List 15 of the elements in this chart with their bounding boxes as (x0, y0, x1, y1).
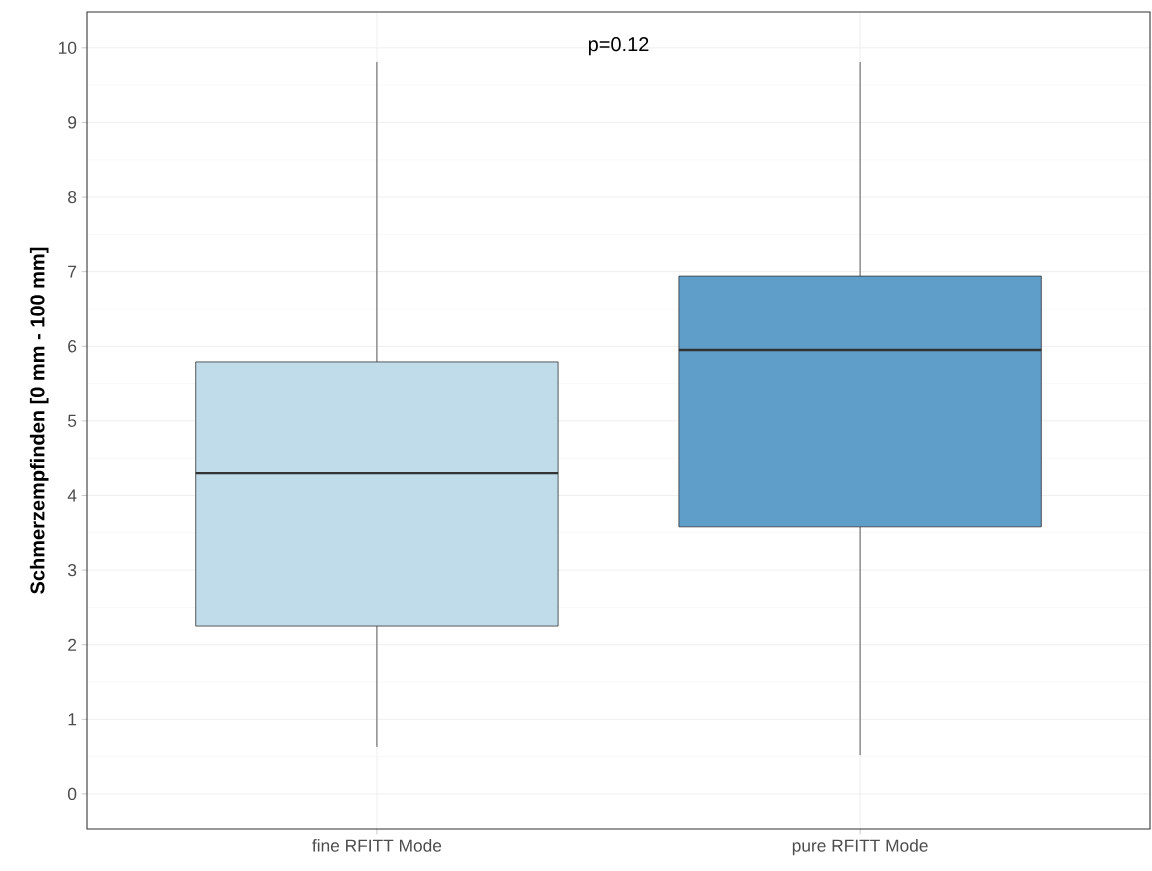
y-tick-label: 0 (67, 787, 77, 801)
y-tick-label: 3 (67, 563, 77, 577)
y-tick-label: 5 (68, 414, 77, 427)
y-axis-title: Schmerzempfinden [0 mm - 100 mm] (29, 247, 49, 594)
annotation: p=0.12 (588, 37, 649, 56)
y-tick-label: 10 (58, 41, 77, 54)
y-tick-label: 4 (67, 489, 77, 502)
x-tick-label: pure RFITT Mode (792, 839, 928, 856)
y-tick-label: 8 (68, 190, 77, 204)
y-tick-label: 1 (68, 713, 77, 726)
y-tick-label: 9 (68, 116, 77, 129)
x-tick-label: fine RFITT Mode (312, 839, 442, 852)
y-tick-label: 7 (68, 265, 77, 278)
y-tick-label: 6 (68, 340, 77, 353)
y-tick-label: 2 (68, 638, 77, 651)
